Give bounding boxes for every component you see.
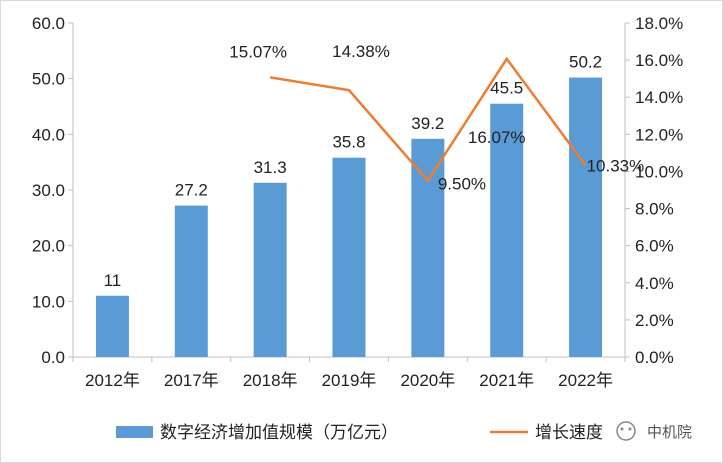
x-tick-label: 2018年: [243, 371, 298, 390]
y-left-tick-label: 50.0: [32, 70, 65, 89]
legend-line-label: 增长速度: [535, 423, 603, 443]
bar: [253, 182, 287, 357]
bars: [95, 77, 603, 357]
x-tick-label: 2017年: [164, 371, 219, 390]
line-data-label: 14.38%: [332, 42, 390, 61]
y-left-tick-label: 10.0: [32, 292, 65, 311]
bar-data-label: 50.2: [569, 53, 602, 72]
y-right-tick-label: 4.0%: [635, 274, 674, 293]
y-left-tick-label: 0.0: [41, 348, 65, 367]
growth-line: [269, 56, 587, 183]
y-right-tick-label: 6.0%: [635, 237, 674, 256]
x-tick-label: 2019年: [322, 371, 377, 390]
wechat-icon-eye-right: [628, 427, 632, 431]
x-tick-label: 2020年: [400, 371, 455, 390]
wechat-icon-eye-left: [620, 427, 624, 431]
bar-data-label: 11: [104, 271, 122, 290]
y-left-tick-label: 60.0: [32, 14, 65, 33]
y-right-tick-label: 16.0%: [635, 51, 683, 70]
line-data-label: 9.50%: [438, 175, 486, 194]
data-labels: 11 27.2 31.3 35.8 39.2 45.5 50.2 15.07% 14.38% 9.…: [104, 42, 645, 290]
wechat-icon: [616, 421, 636, 441]
watermark: 中机院: [616, 421, 692, 441]
y-right-tick-label: 2.0%: [635, 311, 674, 330]
legend-bar-label: 数字经济增加值规模（万亿元）: [160, 423, 398, 443]
line-data-label: 10.33%: [587, 156, 645, 175]
line-data-label: 16.07%: [468, 128, 526, 147]
y-right-tick-label: 14.0%: [635, 88, 683, 107]
y-right-tick-label: 18.0%: [635, 14, 683, 33]
y-left-tick-label: 30.0: [32, 181, 65, 200]
y-left-tick-label: 40.0: [32, 125, 65, 144]
bar: [174, 205, 208, 357]
bar: [332, 157, 366, 357]
bar: [411, 138, 445, 357]
bar-data-label: 31.3: [254, 158, 287, 177]
bar-data-label: 39.2: [411, 114, 444, 133]
axes: 0.0 10.0 20.0 30.0 40.0 50.0 60.0 0.0% 2.0% 4.0% 6…: [32, 14, 683, 390]
legend: 数字经济增加值规模（万亿元） 增长速度: [116, 423, 603, 443]
bar-data-label: 35.8: [332, 133, 365, 152]
y-right-tick-label: 0.0%: [635, 348, 674, 367]
bar-data-label: 45.5: [490, 79, 523, 98]
x-tick-label: 2012年: [85, 371, 140, 390]
line-data-label: 15.07%: [229, 42, 287, 61]
watermark-text: 中机院: [647, 423, 692, 441]
y-left-tick-label: 20.0: [32, 237, 65, 256]
bar: [490, 103, 524, 357]
legend-bar-swatch: [116, 426, 153, 438]
bar-data-label: 27.2: [175, 181, 208, 200]
y-right-tick-label: 8.0%: [635, 200, 674, 219]
x-tick-label: 2022年: [558, 371, 613, 390]
y-right-tick-label: 12.0%: [635, 125, 683, 144]
bar: [569, 77, 603, 357]
y-right-tick-label: 10.0%: [635, 162, 683, 181]
x-tick-label: 2021年: [479, 371, 534, 390]
growth-line-path: [269, 56, 587, 183]
bar: [95, 295, 129, 357]
